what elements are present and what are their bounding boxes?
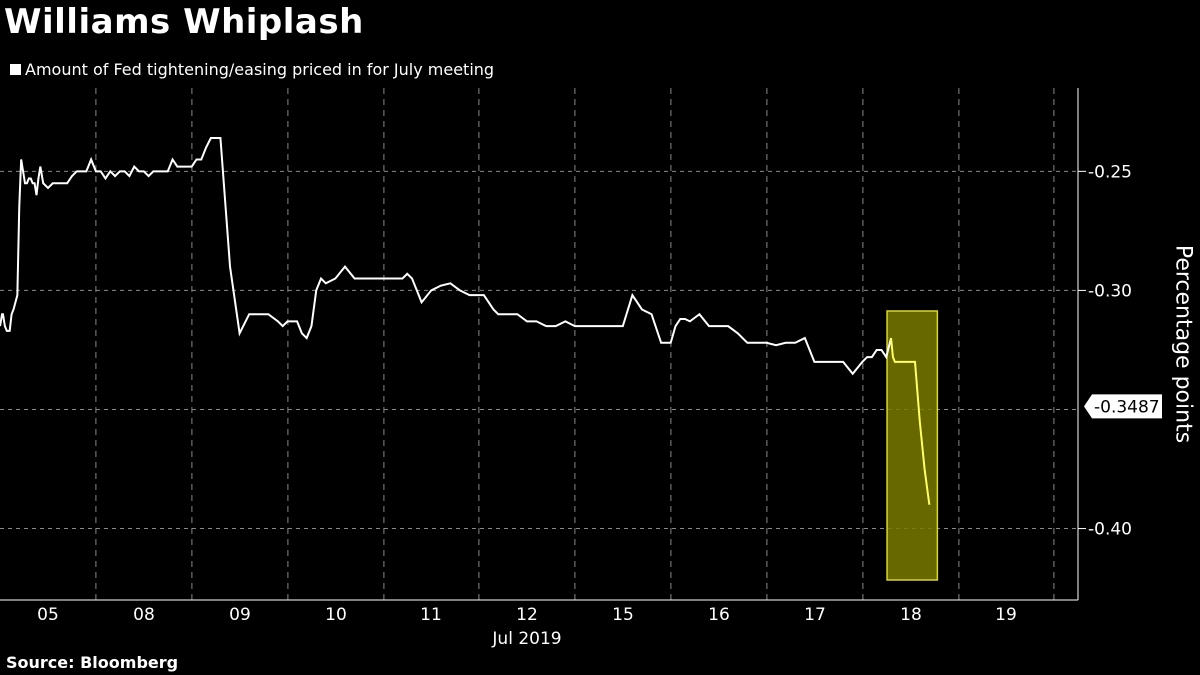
y-tick-label: -0.40 xyxy=(1088,520,1132,540)
x-tick-label: 05 xyxy=(37,605,59,625)
legend-label: Amount of Fed tightening/easing priced i… xyxy=(25,60,495,79)
y-tick-label: -0.30 xyxy=(1088,281,1132,301)
series-line xyxy=(0,137,893,376)
last-value-label: -0.3487 xyxy=(1094,397,1160,417)
x-tick-label: 10 xyxy=(325,605,347,625)
y-axis-title: Percentage points xyxy=(1170,244,1196,444)
source-note: Source: Bloomberg xyxy=(6,653,179,672)
legend-swatch xyxy=(10,64,21,75)
x-tick-label: 19 xyxy=(995,605,1017,625)
x-tick-label: 15 xyxy=(612,605,634,625)
x-tick-label: 17 xyxy=(804,605,826,625)
last-value-tag xyxy=(1084,394,1162,419)
x-tick-label: 11 xyxy=(420,605,442,625)
legend: Amount of Fed tightening/easing priced i… xyxy=(10,60,494,79)
highlight-rect xyxy=(886,310,939,581)
chart-title: Williams Whiplash xyxy=(4,2,364,42)
x-tick-label: 12 xyxy=(516,605,538,625)
x-tick-label: 18 xyxy=(900,605,922,625)
x-tick-label: 09 xyxy=(229,605,251,625)
x-tick-label: 16 xyxy=(708,605,730,625)
x-axis-title: Jul 2019 xyxy=(491,629,561,649)
x-tick-label: 08 xyxy=(133,605,155,625)
axes: -0.25 -0.30 -0.40 05 08 09 10 11 12 15 16 17 18 19 Jul… xyxy=(0,88,1162,649)
series-line-highlighted xyxy=(890,337,931,505)
highlight-box xyxy=(886,310,939,581)
series-layer xyxy=(0,137,931,505)
y-tick-label: -0.25 xyxy=(1088,162,1132,182)
